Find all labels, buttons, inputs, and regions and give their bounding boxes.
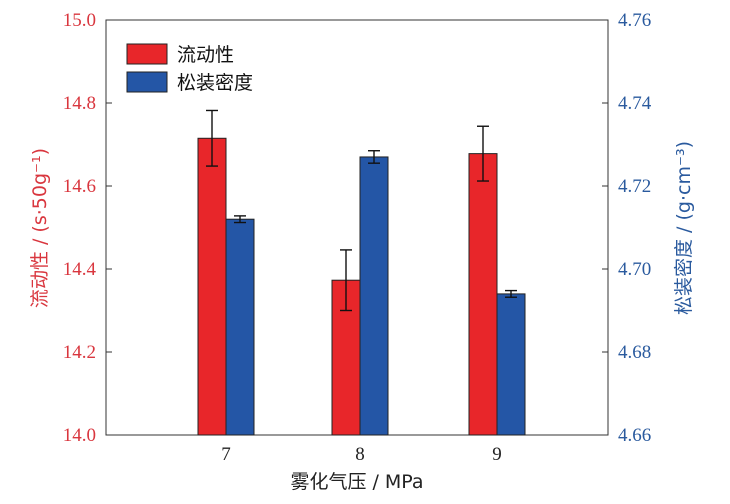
legend-label-flowability: 流动性 <box>177 44 234 66</box>
right-tick-label: 4.66 <box>618 425 651 446</box>
bar-bulk-density <box>359 156 389 436</box>
bar-flowability <box>197 137 227 436</box>
legend-label-bulk-density: 松装密度 <box>177 72 253 94</box>
right-tick-label: 4.68 <box>618 342 651 363</box>
right-tick-label: 4.72 <box>618 176 651 197</box>
left-tick-label: 14.4 <box>63 259 97 280</box>
right-tick-label: 4.74 <box>618 93 652 114</box>
right-tick-label: 4.70 <box>618 259 651 280</box>
left-axis: 14.0 14.2 14.4 14.6 14.8 15.0 <box>63 10 112 446</box>
bar-bulk-density <box>225 218 255 436</box>
right-axis-title: 松装密度 / (g·cm⁻³) <box>673 141 695 315</box>
right-tick-label: 4.76 <box>618 10 651 31</box>
bars <box>197 109 526 436</box>
x-tick-label: 8 <box>355 444 365 465</box>
left-tick-label: 14.8 <box>63 93 96 114</box>
x-tick-label: 9 <box>492 444 502 465</box>
right-axis: 4.66 4.68 4.70 4.72 4.74 4.76 <box>602 10 652 446</box>
x-axis-title: 雾化气压 / MPa <box>290 471 423 493</box>
left-tick-label: 14.6 <box>63 176 96 197</box>
bar-bulk-density <box>496 293 526 436</box>
left-tick-label: 14.0 <box>63 425 96 446</box>
left-tick-label: 15.0 <box>63 10 96 31</box>
legend-swatch-flowability <box>126 43 168 65</box>
legend-swatch-bulk-density <box>126 71 168 93</box>
left-tick-label: 14.2 <box>63 342 96 363</box>
left-axis-title: 流动性 / (s·50g⁻¹) <box>29 148 51 308</box>
x-tick-label: 7 <box>221 444 231 465</box>
bar-flowability <box>468 153 498 436</box>
legend: 流动性 松装密度 <box>126 43 253 94</box>
